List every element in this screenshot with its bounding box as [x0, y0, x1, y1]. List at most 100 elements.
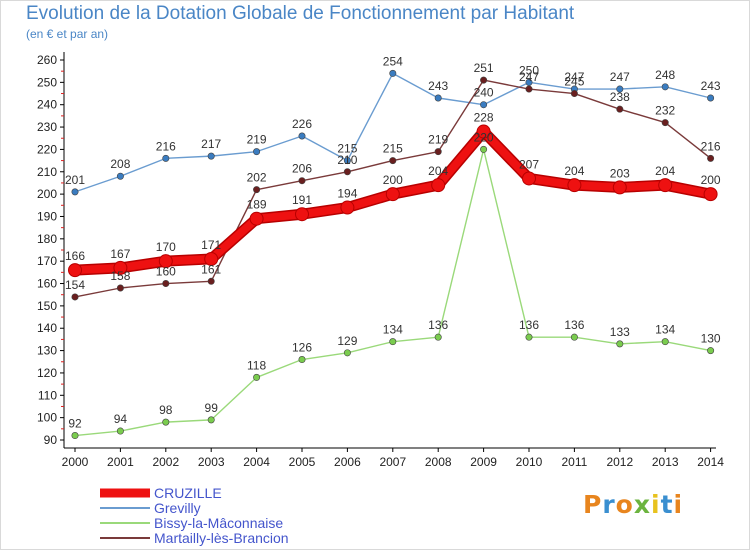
data-label: 166 [65, 249, 85, 263]
logo-letter: i [673, 490, 684, 519]
data-label: 136 [564, 318, 584, 332]
data-point [522, 171, 536, 186]
data-label: 243 [428, 79, 448, 93]
data-point [298, 356, 306, 364]
data-label: 160 [156, 265, 176, 279]
chart-subtitle: (en € et par an) [26, 27, 109, 41]
data-label: 215 [337, 142, 357, 156]
axes: 90 100 110 120 130 140 150 160 170 180 190 200 210 22… [37, 52, 724, 469]
data-point [207, 152, 215, 160]
data-point [525, 333, 533, 341]
data-point [253, 186, 261, 194]
x-tick-label: 2000 [62, 455, 89, 469]
data-point [68, 263, 82, 278]
logo-letter: i [651, 490, 661, 519]
data-point [295, 207, 309, 222]
data-label: 171 [201, 238, 221, 252]
data-label: 215 [383, 142, 403, 156]
data-label: 118 [247, 358, 266, 372]
data-label: 254 [383, 54, 403, 68]
data-point [616, 85, 624, 93]
data-label: 158 [110, 269, 130, 283]
data-label: 200 [383, 173, 403, 187]
data-label: 136 [519, 318, 539, 332]
data-point [343, 168, 351, 176]
data-label: 206 [292, 162, 312, 176]
data-label: 126 [292, 341, 312, 355]
x-tick-label: 2005 [289, 455, 316, 469]
data-label: 134 [655, 323, 675, 337]
data-label: 161 [201, 262, 221, 276]
series-cruzille [68, 124, 718, 278]
data-label: 204 [428, 164, 448, 178]
y-tick-label: 220 [37, 142, 57, 156]
data-point [158, 254, 173, 269]
data-label: 245 [564, 75, 584, 89]
x-tick-label: 2003 [198, 455, 225, 469]
data-point [567, 178, 582, 193]
y-tick-label: 140 [37, 321, 57, 335]
y-tick-label: 150 [37, 299, 57, 313]
y-tick-label: 170 [37, 254, 57, 268]
data-point [389, 157, 397, 165]
data-point [661, 83, 669, 91]
data-point [570, 90, 578, 98]
x-tick-label: 2004 [243, 455, 270, 469]
legend-item-grevilly: Grevilly [100, 500, 201, 516]
data-point [661, 338, 669, 346]
data-label: 191 [292, 193, 312, 207]
legend-item-cruzille: CRUZILLE [100, 485, 222, 501]
data-label: 247 [519, 70, 539, 84]
data-label: 250 [519, 63, 539, 77]
data-label: 204 [655, 164, 675, 178]
x-tick-label: 2009 [470, 455, 497, 469]
y-tick-label: 180 [37, 232, 57, 246]
data-label: 247 [564, 70, 584, 84]
data-point [343, 157, 351, 165]
logo-letter: o [615, 490, 634, 519]
data-label: 99 [205, 401, 219, 415]
y-tick-label: 240 [37, 98, 57, 112]
data-label: 210 [337, 153, 357, 167]
data-point [431, 178, 446, 193]
x-tick-label: 2011 [561, 455, 587, 469]
data-point [116, 284, 124, 292]
data-label: 219 [428, 133, 448, 147]
data-label: 170 [156, 240, 176, 254]
data-point [570, 333, 578, 341]
data-point [249, 211, 264, 226]
legend-label: Grevilly [154, 500, 201, 516]
y-tick-label: 90 [44, 433, 58, 447]
y-tick-label: 250 [37, 75, 57, 89]
data-label: 200 [701, 173, 721, 187]
data-label: 238 [610, 90, 630, 104]
data-point [298, 132, 306, 140]
x-tick-label: 2007 [379, 455, 406, 469]
legend-label: CRUZILLE [154, 485, 222, 501]
data-point [340, 200, 355, 215]
data-point [703, 187, 718, 202]
proxiti-logo: Proxiti [583, 490, 683, 519]
data-label: 201 [65, 173, 85, 187]
data-label: 189 [247, 198, 267, 212]
data-point [162, 154, 170, 162]
y-tick-label: 110 [38, 388, 57, 402]
data-point [661, 119, 669, 127]
legend-item-martailly-les-brancion: Martailly-lès-Brancion [100, 530, 289, 546]
data-label: 248 [655, 68, 675, 82]
data-label: 216 [156, 139, 176, 153]
data-point [707, 347, 715, 355]
x-tick-label: 2008 [425, 455, 452, 469]
logo-letter: P [583, 490, 603, 519]
data-point [480, 76, 488, 84]
data-point [71, 432, 79, 440]
data-point [434, 333, 442, 341]
data-label: 202 [247, 171, 267, 185]
y-tick-label: 230 [37, 120, 57, 134]
data-label: 226 [292, 117, 312, 131]
data-point [113, 260, 128, 275]
data-label: 94 [114, 412, 128, 426]
data-label: 232 [655, 104, 675, 118]
data-label: 240 [474, 86, 494, 100]
